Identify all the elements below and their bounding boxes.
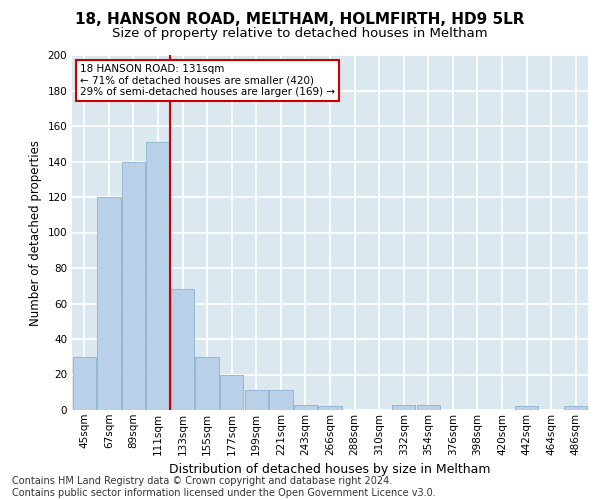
Bar [220, 374, 244, 410]
Bar [97, 197, 121, 410]
Bar [122, 162, 145, 410]
Bar [294, 404, 317, 410]
Text: Contains HM Land Registry data © Crown copyright and database right 2024.
Contai: Contains HM Land Registry data © Crown c… [12, 476, 436, 498]
Y-axis label: Number of detached properties: Number of detached properties [29, 140, 42, 326]
Text: Size of property relative to detached houses in Meltham: Size of property relative to detached ho… [112, 28, 488, 40]
Bar [564, 406, 587, 410]
Text: 18 HANSON ROAD: 131sqm
← 71% of detached houses are smaller (420)
29% of semi-de: 18 HANSON ROAD: 131sqm ← 71% of detached… [80, 64, 335, 97]
Bar [245, 390, 268, 410]
Bar [416, 404, 440, 410]
Bar [515, 406, 538, 410]
Bar [269, 390, 293, 410]
Bar [73, 357, 96, 410]
Bar [146, 142, 170, 410]
Text: 18, HANSON ROAD, MELTHAM, HOLMFIRTH, HD9 5LR: 18, HANSON ROAD, MELTHAM, HOLMFIRTH, HD9… [75, 12, 525, 28]
Bar [392, 404, 415, 410]
Bar [196, 357, 219, 410]
Bar [319, 406, 341, 410]
Bar [171, 290, 194, 410]
X-axis label: Distribution of detached houses by size in Meltham: Distribution of detached houses by size … [169, 463, 491, 476]
